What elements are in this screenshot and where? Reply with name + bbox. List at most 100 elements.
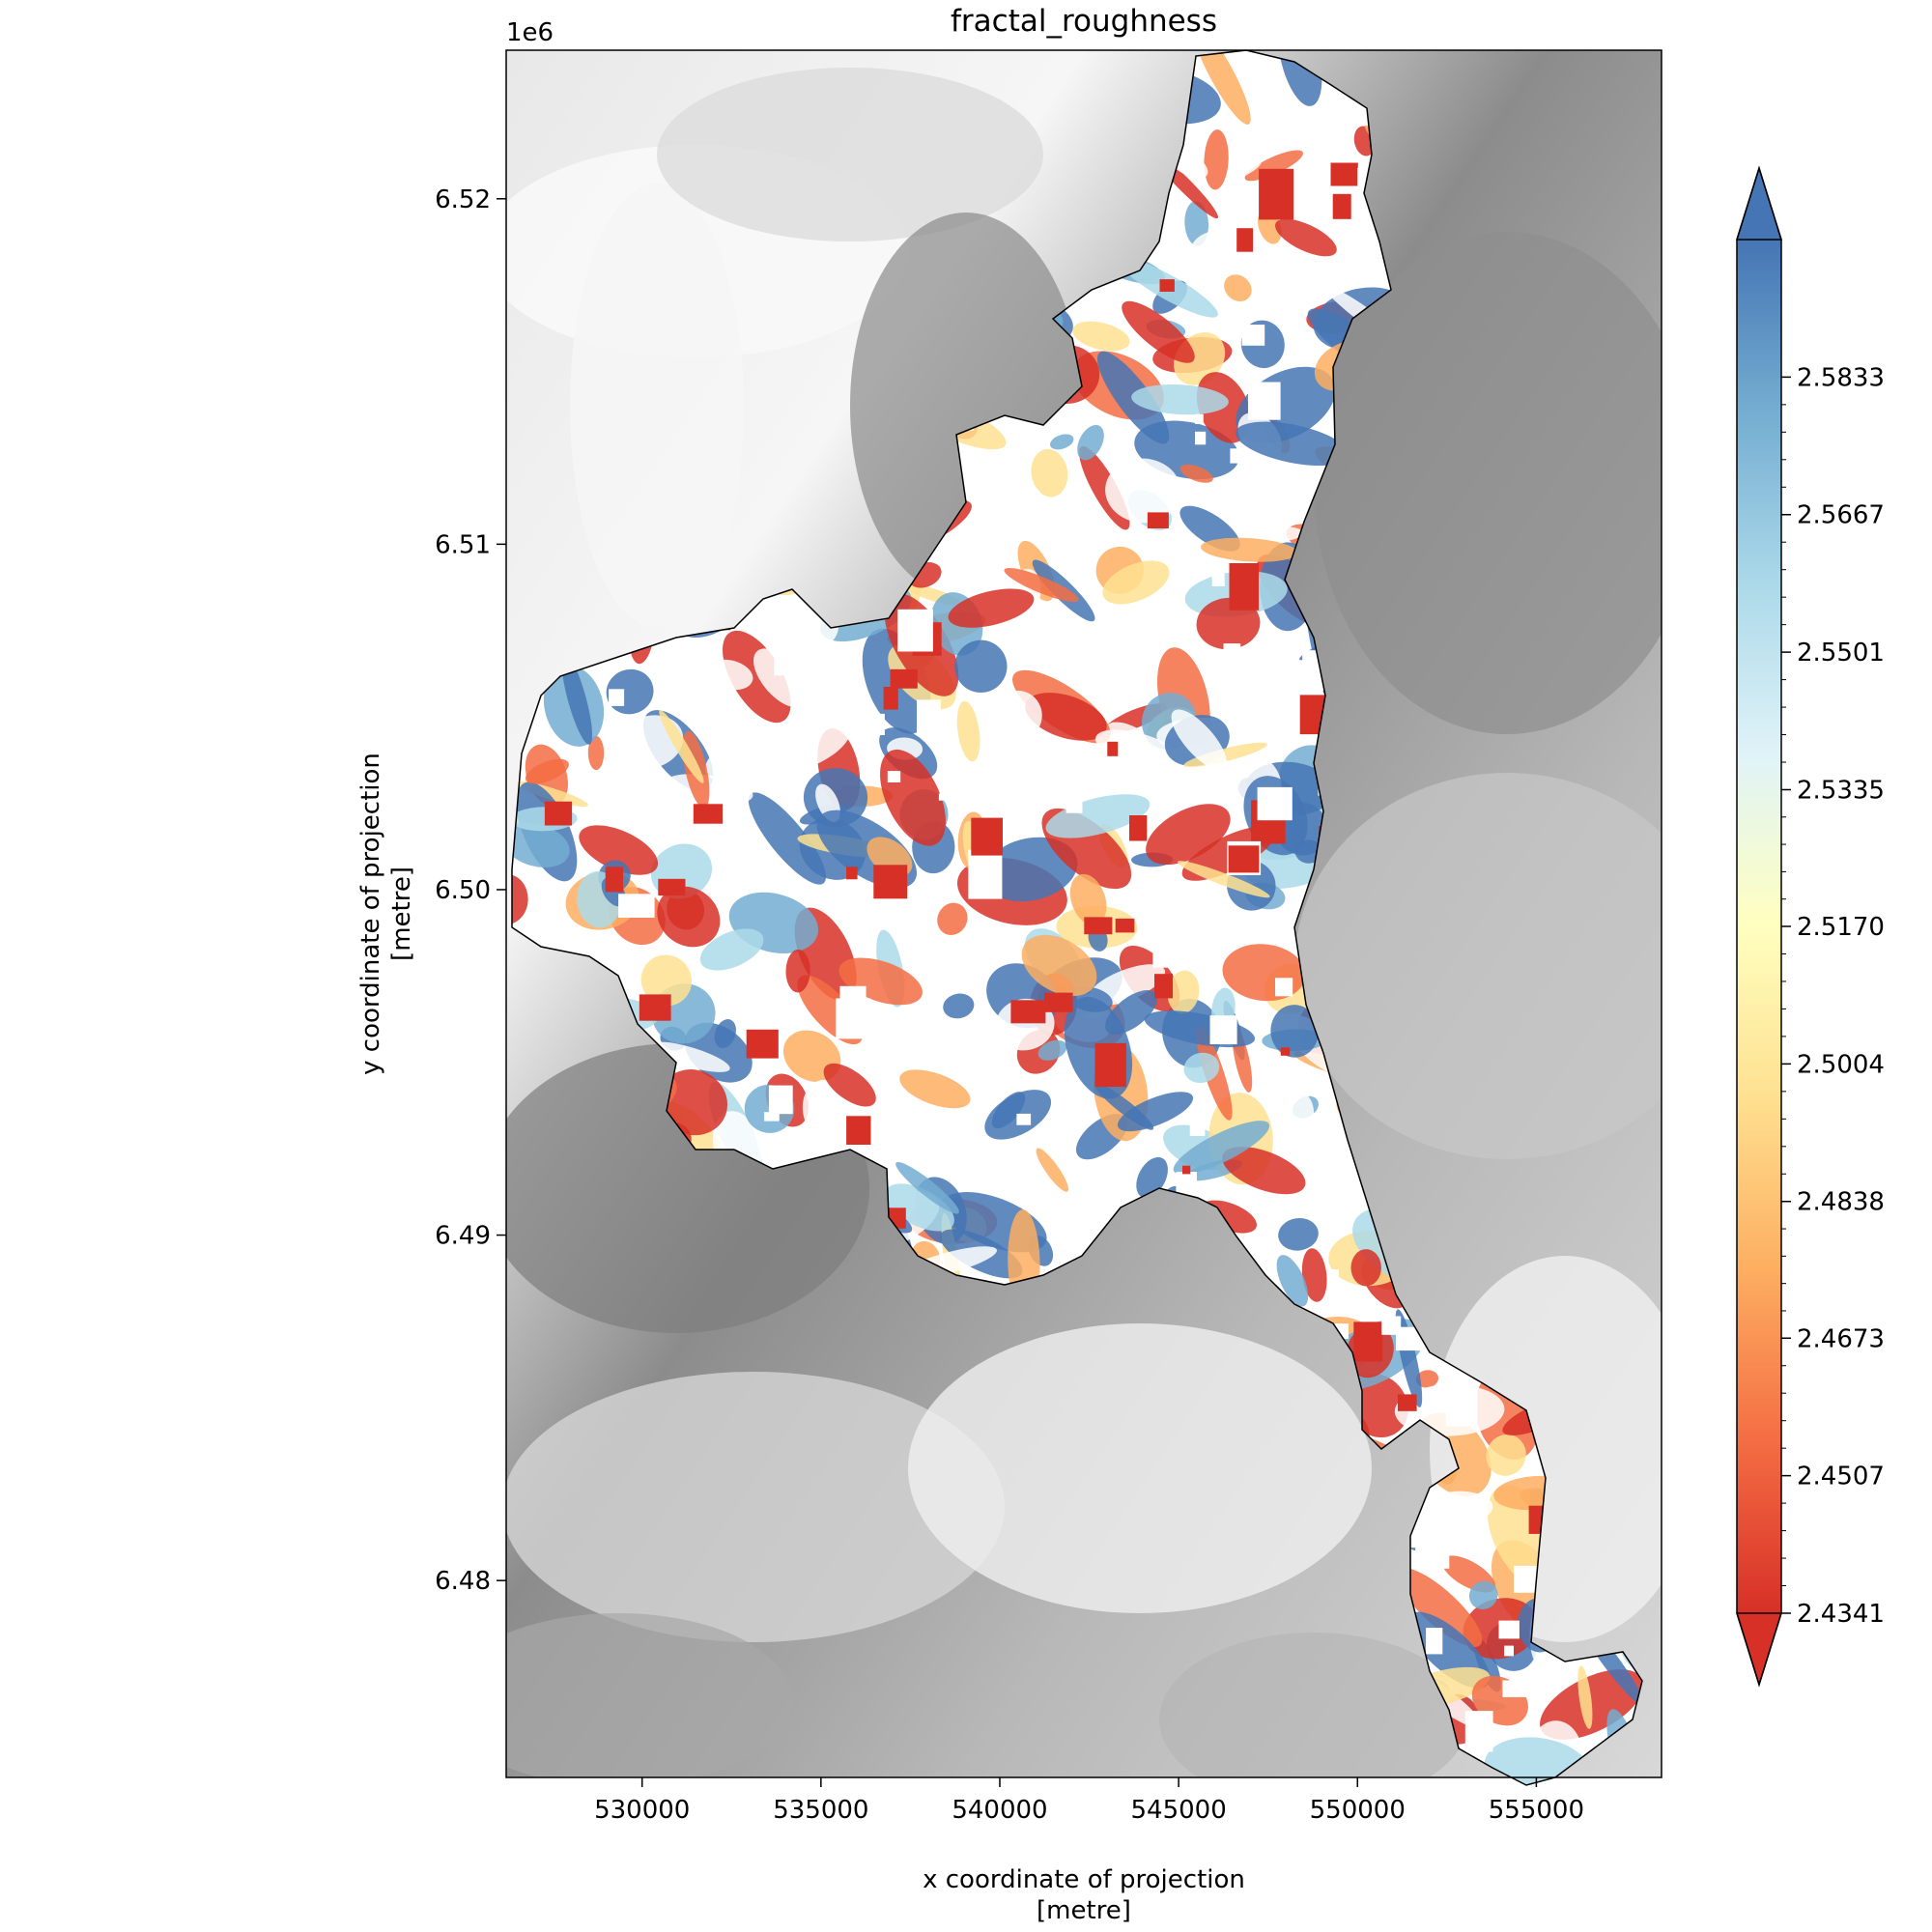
roughness-block [1241,325,1265,346]
colorbar-tick-label: 2.4507 [1797,1463,1885,1492]
roughness-block [938,793,951,801]
roughness-patch [587,735,605,771]
colorbar-tick-label: 2.5004 [1797,1050,1885,1079]
roughness-patch [1036,1148,1069,1192]
roughness-block [1236,228,1254,252]
roughness-patch [1105,458,1181,524]
roughness-patch [1236,421,1350,467]
roughness-patch [1020,483,1049,529]
roughness-patch [1270,1005,1320,1058]
roughness-block [890,668,918,689]
roughness-block [1069,535,1092,567]
roughness-patch [659,709,704,783]
roughness-patch [561,653,593,745]
roughness-block [1182,1165,1191,1175]
colorbar-tick-label: 2.4673 [1797,1324,1885,1353]
colorbar-body [1737,240,1781,1613]
roughness-block [1264,698,1290,719]
roughness-patch [640,954,693,1007]
roughness-patch [1167,970,1200,1014]
roughness-block [968,849,1003,899]
roughness-block [846,867,858,880]
colorbar: 2.4341 2.4507 2.4673 2.4838 2.5004 2.5170 2.53… [1735,165,1885,1688]
roughness-block [597,797,611,810]
roughness-block [1064,1136,1072,1144]
roughness-patch [1200,537,1298,562]
roughness-patch [899,1069,971,1109]
roughness-patch [1132,635,1164,667]
roughness-patch [1222,1147,1306,1195]
map-axes: 530000 535000 540000 545000 550000 555000 6.5… [356,4,1662,1925]
roughness-patch [753,648,809,708]
roughness-block [944,944,967,978]
roughness-patch [758,722,850,775]
y-axis-ticks: 6.52 6.51 6.50 6.49 6.48 [435,185,506,1596]
roughness-block [873,865,908,899]
roughness-patch [1021,934,1097,997]
roughness-block [658,878,686,896]
roughness-patch [512,822,570,867]
roughness-patch [885,1183,954,1232]
y-tick-label: 6.52 [435,185,491,214]
roughness-block [887,771,901,782]
roughness-patch [1301,1248,1327,1302]
roughness-patch [525,758,569,784]
roughness-block [1152,952,1171,968]
roughness-block [1445,1389,1478,1427]
roughness-block [1230,448,1241,464]
roughness-patch [512,874,528,925]
roughness-block [971,817,1003,856]
y-tick-label: 6.51 [435,530,491,559]
roughness-patch [1146,804,1231,866]
roughness-patch [1037,1039,1067,1061]
roughness-block [1228,845,1260,873]
roughness-patch [1350,1249,1381,1287]
roughness-block [1154,974,1173,999]
x-axis-label-line1: x coordinate of projection [923,1865,1245,1894]
y-axis-label-line1: y coordinate of projection [356,753,385,1075]
roughness-patch [1077,424,1104,461]
roughness-block [1502,1680,1528,1697]
roughness-patch [1276,1255,1309,1307]
roughness-block [1332,193,1351,219]
roughness-block [1426,1628,1443,1655]
roughness-block [1257,786,1293,821]
roughness-patch [943,993,975,1019]
roughness-patch [1278,1218,1319,1251]
roughness-block [768,1085,793,1115]
roughness-block [1229,563,1260,611]
roughness-block [1189,1119,1206,1136]
y-axis-label-line2: [metre] [387,867,416,961]
roughness-patch [1577,1665,1593,1729]
roughness-patch [1069,873,1107,925]
y-tick-label: 6.48 [435,1567,491,1596]
roughness-block [1498,1620,1520,1639]
roughness-block [1237,928,1248,938]
colorbar-tick-label: 2.5667 [1797,501,1885,530]
roughness-block [1010,1000,1046,1024]
y-axis-label: y coordinate of projection [metre] [356,753,416,1075]
roughness-patch [994,690,1042,740]
roughness-patch [1131,384,1229,415]
roughness-block [897,609,933,652]
x-tick-label: 555000 [1489,1796,1584,1825]
chart-title: fractal_roughness [951,4,1217,39]
roughness-patch [699,928,764,971]
roughness-patch [1173,1121,1270,1175]
roughness-patch [1486,1434,1526,1476]
roughness-block [1107,741,1119,756]
roughness-patch [1102,560,1170,605]
roughness-patch [948,588,1035,628]
colorbar-tick-label: 2.4341 [1797,1600,1885,1629]
roughness-block [1330,162,1358,186]
roughness-block [1176,1172,1197,1197]
roughness-patch [714,1019,736,1048]
roughness-block [1398,1394,1417,1411]
x-tick-label: 550000 [1310,1796,1406,1825]
x-axis-label-line2: [metre] [1037,1896,1131,1925]
x-axis-ticks: 530000 535000 540000 545000 550000 555000 [594,1777,1584,1825]
colorbar-extend-max [1735,165,1783,241]
roughness-block [774,988,788,1003]
roughness-patch [1025,693,1107,741]
